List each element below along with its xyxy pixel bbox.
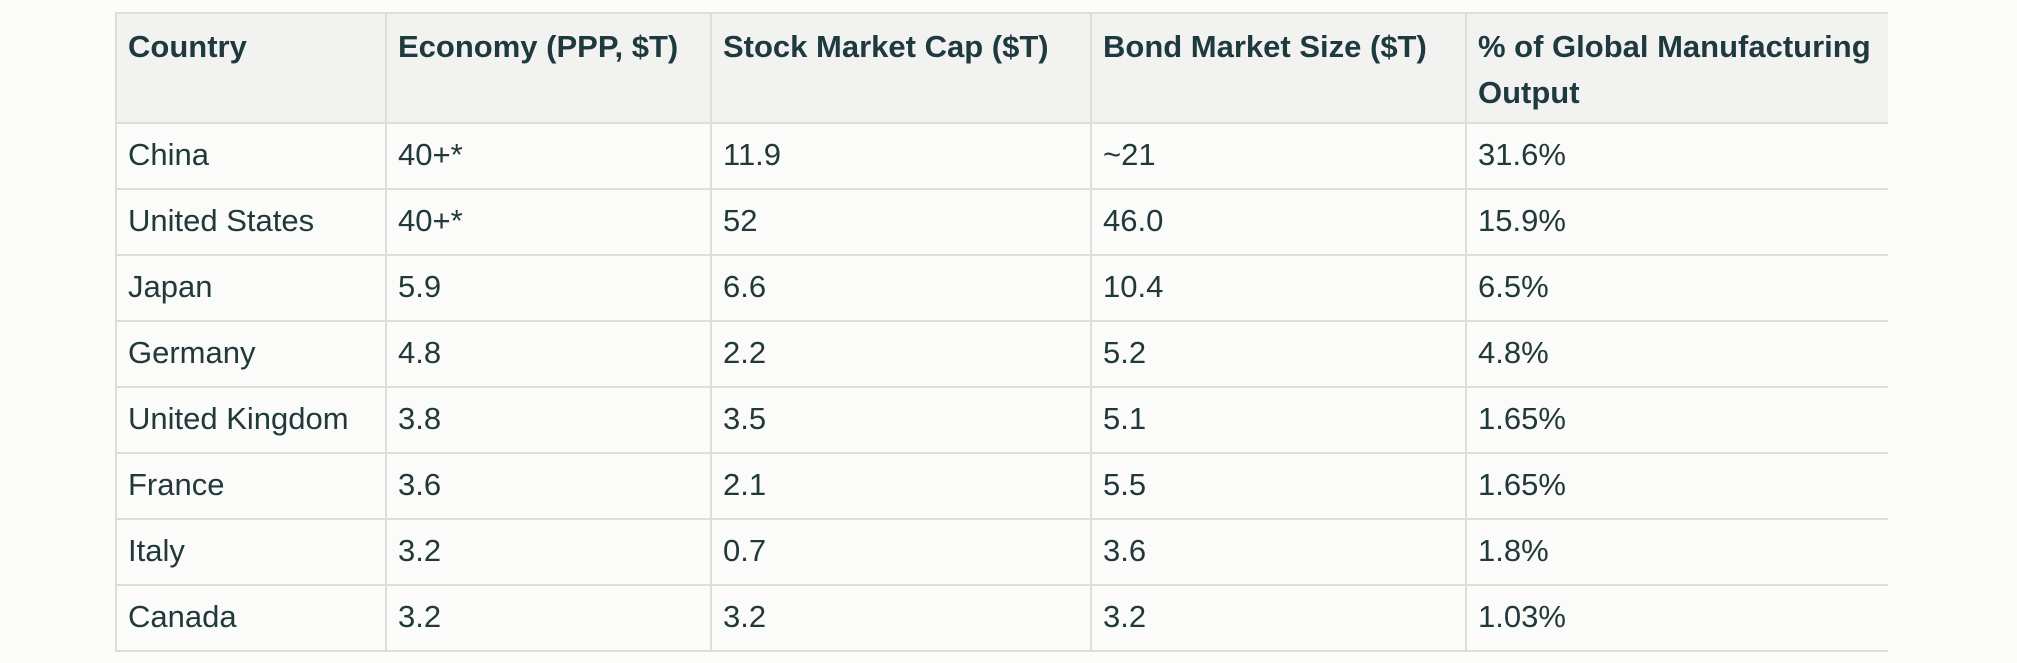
table-row: France 3.6 2.1 5.5 1.65% [115, 452, 1888, 520]
cell-stock-market-cap: 52 [710, 188, 1092, 256]
table-row: China 40+* 11.9 ~21 31.6% [115, 122, 1888, 190]
header-row: Country Economy (PPP, $T) Stock Market C… [115, 12, 1888, 124]
cell-economy: 5.9 [385, 254, 712, 322]
cell-economy: 40+* [385, 188, 712, 256]
cell-manufacturing-output: 1.03% [1465, 584, 1888, 652]
cell-economy: 3.8 [385, 386, 712, 454]
cell-economy: 3.2 [385, 518, 712, 586]
cell-bond-market-size: 5.5 [1090, 452, 1467, 520]
table-row: United Kingdom 3.8 3.5 5.1 1.65% [115, 386, 1888, 454]
country-comparison-table: Country Economy (PPP, $T) Stock Market C… [115, 12, 1888, 652]
header-economy: Economy (PPP, $T) [385, 12, 712, 124]
header-country: Country [115, 12, 387, 124]
header-bond-market-size: Bond Market Size ($T) [1090, 12, 1467, 124]
cell-stock-market-cap: 3.5 [710, 386, 1092, 454]
table-body: China 40+* 11.9 ~21 31.6% United States … [115, 122, 1888, 652]
cell-country: Germany [115, 320, 387, 388]
cell-stock-market-cap: 2.2 [710, 320, 1092, 388]
cell-country: China [115, 122, 387, 190]
cell-bond-market-size: 5.2 [1090, 320, 1467, 388]
table-header: Country Economy (PPP, $T) Stock Market C… [115, 12, 1888, 124]
cell-bond-market-size: 10.4 [1090, 254, 1467, 322]
table-row: Japan 5.9 6.6 10.4 6.5% [115, 254, 1888, 322]
cell-country: France [115, 452, 387, 520]
cell-stock-market-cap: 11.9 [710, 122, 1092, 190]
cell-country: United Kingdom [115, 386, 387, 454]
table-row: Italy 3.2 0.7 3.6 1.8% [115, 518, 1888, 586]
cell-manufacturing-output: 1.65% [1465, 452, 1888, 520]
table-row: United States 40+* 52 46.0 15.9% [115, 188, 1888, 256]
cell-manufacturing-output: 4.8% [1465, 320, 1888, 388]
cell-economy: 4.8 [385, 320, 712, 388]
table-row: Germany 4.8 2.2 5.2 4.8% [115, 320, 1888, 388]
cell-economy: 3.2 [385, 584, 712, 652]
cell-stock-market-cap: 6.6 [710, 254, 1092, 322]
cell-bond-market-size: 5.1 [1090, 386, 1467, 454]
header-stock-market-cap: Stock Market Cap ($T) [710, 12, 1092, 124]
cell-country: United States [115, 188, 387, 256]
cell-manufacturing-output: 1.8% [1465, 518, 1888, 586]
cell-country: Italy [115, 518, 387, 586]
cell-bond-market-size: 46.0 [1090, 188, 1467, 256]
cell-manufacturing-output: 15.9% [1465, 188, 1888, 256]
cell-bond-market-size: ~21 [1090, 122, 1467, 190]
header-manufacturing-output: % of Global Manufacturing Output [1465, 12, 1888, 124]
table-container: Country Economy (PPP, $T) Stock Market C… [115, 12, 1888, 652]
cell-country: Japan [115, 254, 387, 322]
cell-country: Canada [115, 584, 387, 652]
table-row: Canada 3.2 3.2 3.2 1.03% [115, 584, 1888, 652]
cell-manufacturing-output: 6.5% [1465, 254, 1888, 322]
cell-manufacturing-output: 31.6% [1465, 122, 1888, 190]
cell-bond-market-size: 3.6 [1090, 518, 1467, 586]
cell-economy: 3.6 [385, 452, 712, 520]
cell-economy: 40+* [385, 122, 712, 190]
cell-stock-market-cap: 3.2 [710, 584, 1092, 652]
cell-stock-market-cap: 2.1 [710, 452, 1092, 520]
cell-manufacturing-output: 1.65% [1465, 386, 1888, 454]
cell-bond-market-size: 3.2 [1090, 584, 1467, 652]
cell-stock-market-cap: 0.7 [710, 518, 1092, 586]
